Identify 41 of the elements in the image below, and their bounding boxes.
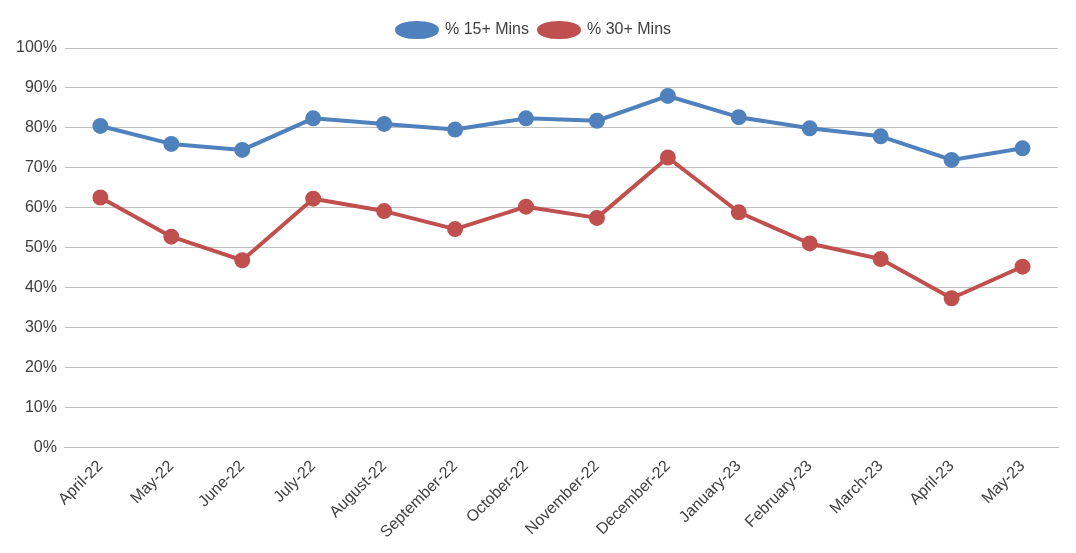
point bbox=[305, 190, 322, 207]
y-tick-label: 10% bbox=[24, 398, 57, 416]
point bbox=[1014, 140, 1031, 157]
point bbox=[730, 204, 747, 221]
point bbox=[943, 290, 960, 307]
point bbox=[234, 141, 251, 158]
point bbox=[730, 109, 747, 126]
y-tick-label: 40% bbox=[24, 278, 57, 296]
point bbox=[517, 198, 534, 215]
point bbox=[447, 121, 464, 138]
point bbox=[234, 252, 251, 269]
point bbox=[801, 120, 818, 137]
point bbox=[376, 115, 393, 132]
point bbox=[376, 203, 393, 220]
point bbox=[447, 221, 464, 238]
point bbox=[943, 151, 960, 168]
point bbox=[92, 189, 109, 206]
y-tick-label: 50% bbox=[24, 238, 57, 256]
y-tick-label: 100% bbox=[16, 38, 57, 56]
legend-label: % 30+ Mins bbox=[587, 20, 672, 38]
y-tick-label: 80% bbox=[24, 118, 57, 136]
y-tick-label: 90% bbox=[24, 78, 57, 96]
point bbox=[163, 135, 180, 152]
point bbox=[659, 149, 676, 166]
y-tick-label: 30% bbox=[24, 318, 57, 336]
legend-label: % 15+ Mins bbox=[444, 20, 530, 38]
point bbox=[872, 251, 889, 268]
point bbox=[163, 228, 180, 245]
point bbox=[588, 209, 605, 226]
point bbox=[305, 110, 322, 127]
point bbox=[801, 235, 818, 252]
point bbox=[588, 112, 605, 129]
point bbox=[92, 117, 109, 134]
point bbox=[1014, 258, 1031, 275]
y-tick-label: 20% bbox=[24, 358, 57, 376]
point bbox=[659, 87, 676, 104]
y-tick-label: 70% bbox=[24, 158, 57, 176]
point bbox=[517, 110, 534, 127]
y-tick-label: 0% bbox=[33, 438, 57, 456]
point bbox=[872, 128, 889, 145]
y-tick-label: 60% bbox=[24, 198, 57, 216]
